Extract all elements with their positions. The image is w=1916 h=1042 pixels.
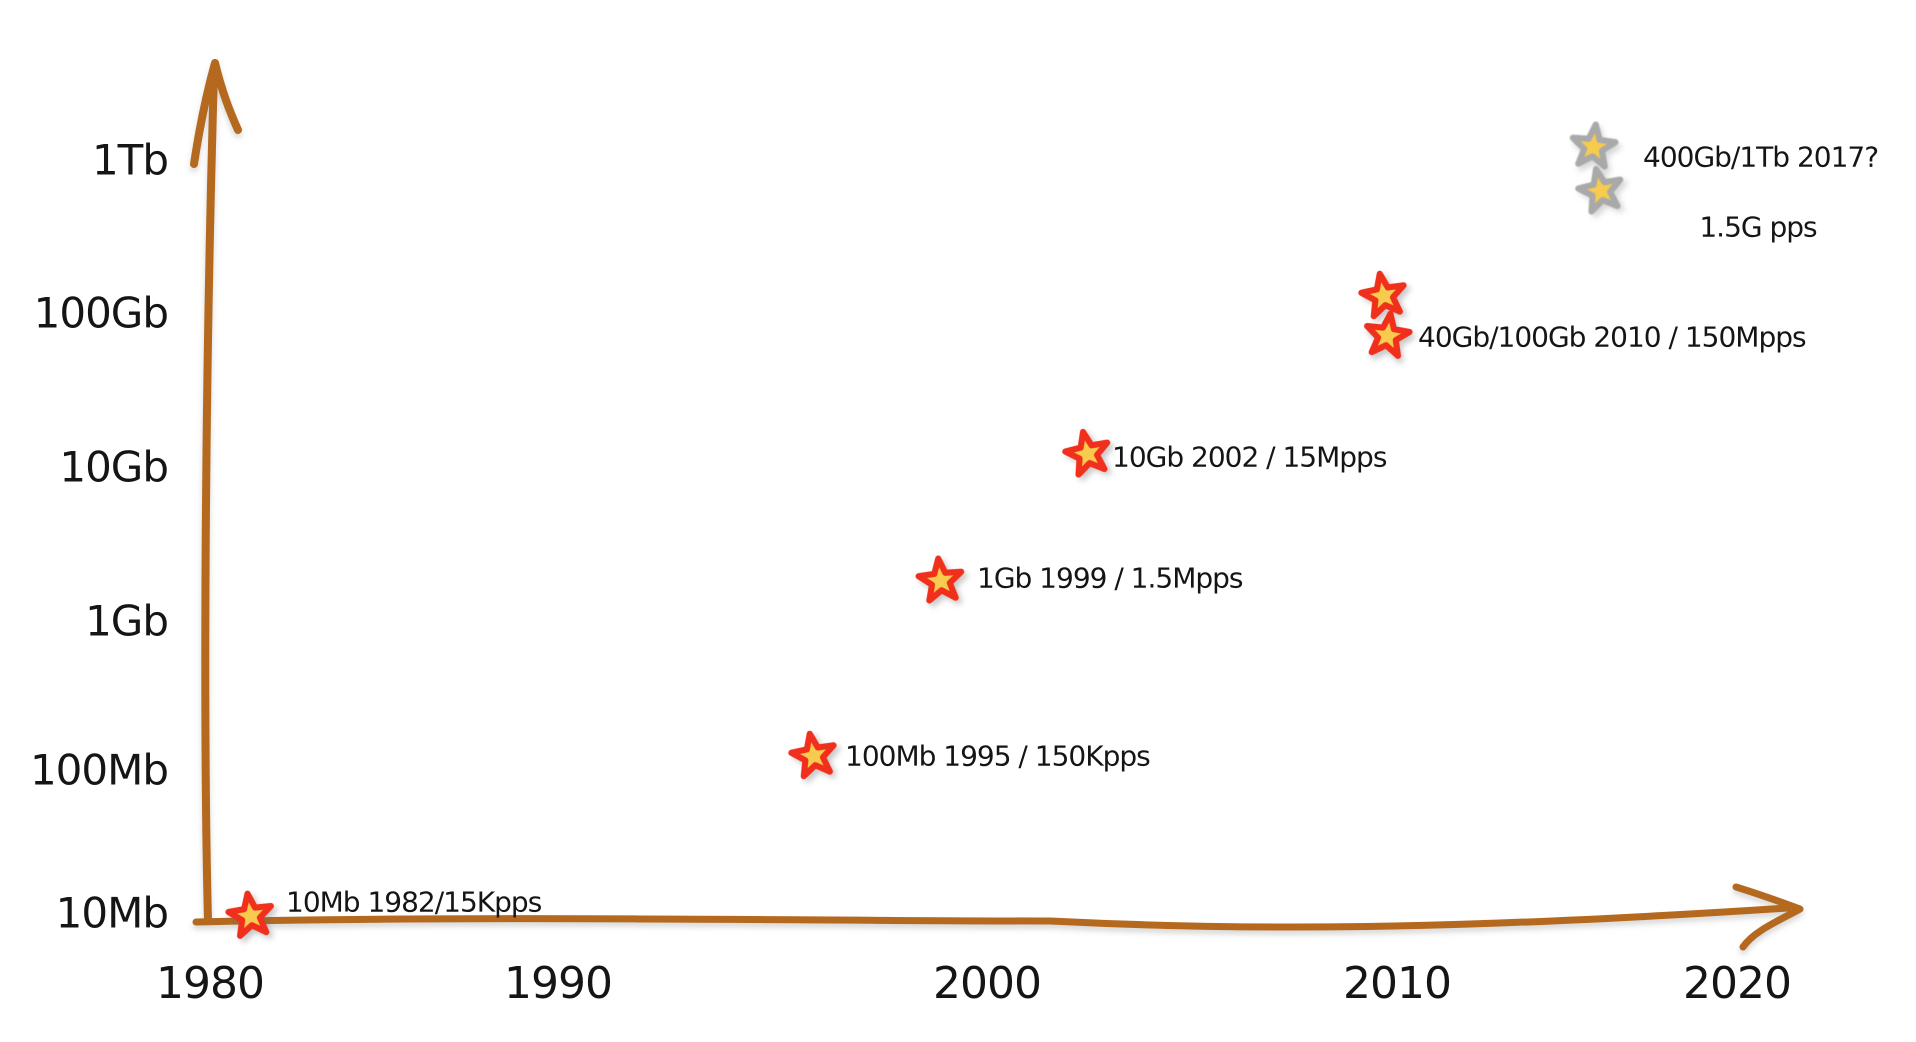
red-star-icon <box>1061 428 1110 478</box>
x-axis-tick-label: 2020 <box>1683 958 1792 1009</box>
data-point-label: 100Mb 1995 / 150Kpps <box>845 739 1151 773</box>
gray-star-icon <box>1569 121 1618 170</box>
data-point-label: 40Gb/100Gb 2010 / 150Mpps <box>1418 320 1807 354</box>
y-axis-tick-label: 100Mb <box>29 745 169 795</box>
gray-star-icon <box>1574 165 1623 215</box>
y-axis-tick-label: 10Gb <box>59 442 169 492</box>
y-axis-line <box>201 68 218 925</box>
x-axis-tick-label: 2000 <box>933 958 1042 1009</box>
data-point-label: 10Gb 2002 / 15Mpps <box>1112 440 1387 474</box>
x-axis-tick-label: 1990 <box>504 958 613 1009</box>
data-point-sublabel: 1.5G pps <box>1699 210 1817 244</box>
data-point-label: 1Gb 1999 / 1.5Mpps <box>977 561 1243 595</box>
red-star-icon <box>224 890 274 939</box>
data-point-label: 10Mb 1982/15Kpps <box>286 885 542 919</box>
y-axis-arrowhead-icon <box>190 59 242 168</box>
x-axis-tick-label: 1980 <box>156 958 265 1009</box>
y-axis-tick-label: 1Gb <box>85 596 169 646</box>
red-star-icon <box>1363 310 1413 359</box>
data-point-label: 400Gb/1Tb 2017? <box>1643 140 1879 174</box>
x-axis-tick-label: 2010 <box>1343 958 1452 1009</box>
red-star-icon <box>787 730 837 780</box>
red-star-icon <box>1357 270 1407 320</box>
y-axis-tick-label: 100Gb <box>33 288 169 338</box>
y-axis-tick-label: 1Tb <box>91 135 169 185</box>
x-axis-arrowhead-icon <box>1732 883 1804 951</box>
red-star-icon <box>915 555 964 604</box>
y-axis-tick-label: 10Mb <box>55 888 169 938</box>
